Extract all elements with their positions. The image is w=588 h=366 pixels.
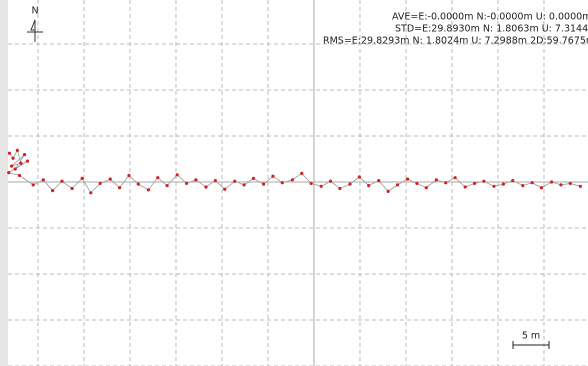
position-point [568,181,572,186]
position-point [7,171,11,175]
position-point [213,178,217,183]
position-point [463,185,467,189]
position-point [51,189,55,193]
position-point [319,184,323,188]
position-point [156,176,160,180]
stat-line: AVE=E:-0.0000m N:-0.0000m U: 0.0000m [392,12,588,23]
position-point [328,179,333,183]
position-point [15,148,19,152]
position-point [521,183,525,188]
position-point [184,181,189,186]
position-point [434,178,438,182]
position-point [9,164,14,168]
position-point [242,183,246,187]
position-point [13,167,17,171]
position-point [204,185,208,189]
position-point [223,187,227,191]
position-point [19,161,23,165]
track-line [7,149,581,194]
position-point [549,180,554,184]
position-point [338,186,342,191]
position-point [41,178,45,182]
position-point [127,173,131,178]
position-point [60,179,64,183]
position-point [348,182,352,186]
position-point [578,184,582,188]
position-point [25,159,30,163]
position-point [233,179,237,183]
position-point [501,182,505,186]
position-point [22,153,27,157]
position-point [290,178,294,182]
position-point [405,177,410,181]
position-point [444,181,448,185]
window-edge [0,0,8,366]
position-point [482,179,486,183]
compass [27,19,43,42]
stat-line: RMS=E:29.8293m N: 1.8024m U: 7.2988m 2D:… [323,36,588,47]
position-point [89,191,93,195]
position-point [17,173,22,178]
scale-label: 5 m [522,331,540,342]
position-point [386,189,390,193]
position-point [492,184,496,188]
position-point [117,186,122,190]
position-point [175,173,179,177]
position-point [11,156,15,160]
position-point [108,177,112,181]
position-point [31,183,35,187]
position-point [98,181,102,186]
position-point [251,176,256,180]
position-point [511,178,515,183]
position-point [453,176,457,180]
position-point [194,178,198,182]
stat-line: STD=E:29.8930m N: 1.8063m U: 7.3144m [395,24,588,35]
position-point [367,183,371,188]
position-point [165,183,169,188]
position-point [146,188,150,192]
position-point [559,183,563,187]
position-point [472,181,477,186]
position-point [70,186,74,191]
position-point [7,151,12,155]
grid [8,0,588,366]
position-point [395,183,400,187]
position-point [80,176,84,180]
position-point [424,186,428,190]
position-point [280,181,284,185]
position-point [261,182,266,186]
position-point [300,171,304,175]
position-point [377,178,381,183]
position-point [136,182,140,186]
position-point [357,175,361,179]
position-point [271,174,275,178]
position-point [309,181,313,186]
position-point [530,181,534,185]
north-label: N [31,6,38,17]
position-point [539,186,544,190]
scale-bar [512,341,550,349]
position-point [415,181,419,186]
